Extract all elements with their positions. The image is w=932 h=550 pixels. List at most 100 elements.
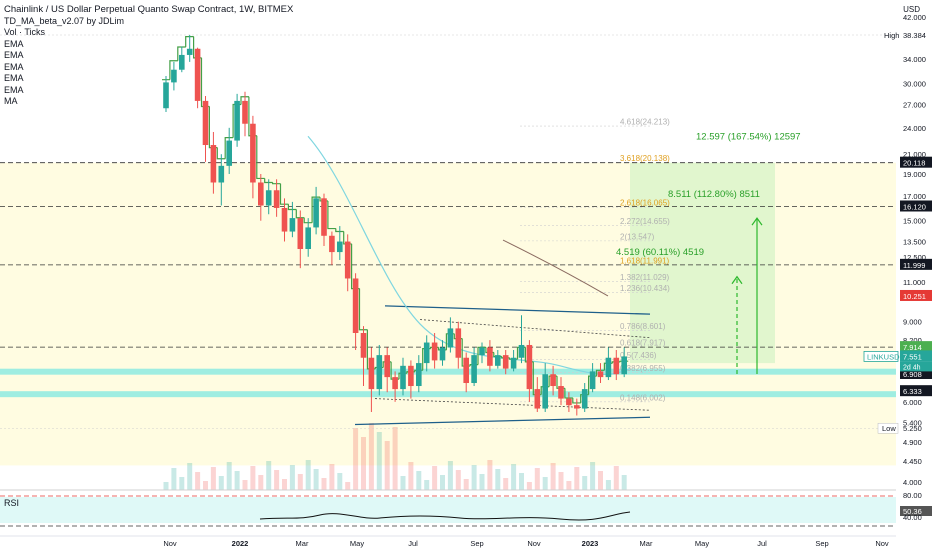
candle-body[interactable] — [250, 123, 256, 183]
candle-body[interactable] — [281, 207, 288, 232]
candle-body[interactable] — [566, 398, 572, 406]
time-axis[interactable]: Nov 2022 Mar May Jul Sep Nov 2023 Mar May Jul Sep No… — [0, 535, 896, 550]
candle-body[interactable] — [510, 357, 517, 369]
candle-body[interactable] — [471, 355, 477, 384]
price-tick-label[interactable]: 19.000 — [903, 170, 926, 179]
time-tick-label[interactable]: 2022 — [232, 539, 249, 548]
candle-body[interactable] — [273, 190, 280, 208]
symbol-label[interactable]: LINKUSD — [867, 352, 900, 361]
candle-body[interactable] — [558, 386, 564, 399]
price-tick-label[interactable]: 30.000 — [903, 80, 926, 89]
candle-body[interactable] — [439, 347, 446, 361]
time-tick-label[interactable]: Mar — [296, 539, 309, 548]
candle-body[interactable] — [526, 344, 533, 390]
indicator-td-ma[interactable]: TD_MA_beta_v2.07 by JDLim — [4, 15, 125, 26]
candle-body[interactable] — [550, 374, 556, 387]
candle-body[interactable] — [337, 241, 343, 253]
price-tick-label[interactable]: 7.551 — [903, 352, 922, 361]
rsi-label[interactable]: RSI — [4, 498, 20, 508]
price-tick-label[interactable]: 20.118 — [903, 159, 925, 168]
price-tick-label[interactable]: 11.000 — [903, 278, 925, 287]
time-tick-label[interactable]: Sep — [470, 539, 483, 548]
candle-body[interactable] — [202, 100, 209, 146]
candle-body[interactable] — [218, 165, 225, 183]
candle-body[interactable] — [384, 355, 390, 378]
price-tick-label[interactable]: 10.251 — [903, 292, 926, 301]
indicator-ema-4[interactable]: EMA — [4, 73, 24, 83]
candle-body[interactable] — [368, 357, 375, 390]
candle-body[interactable] — [186, 48, 193, 55]
candle-body[interactable] — [589, 371, 596, 390]
price-axis[interactable]: 42.000 38.384 34.000 30.000 27.000 24.000 21.0… — [863, 0, 932, 550]
price-tick-label[interactable]: 27.000 — [903, 101, 926, 110]
time-tick-label[interactable]: Mar — [640, 539, 653, 548]
candle-body[interactable] — [518, 344, 525, 358]
candle-body[interactable] — [408, 365, 414, 387]
price-tick-label[interactable]: 12.500 — [903, 253, 926, 262]
candle-body[interactable] — [392, 377, 398, 390]
candle-body[interactable] — [416, 363, 422, 387]
time-tick-label[interactable]: Sep — [815, 539, 828, 548]
candle-body[interactable] — [534, 389, 541, 409]
candle-body[interactable] — [574, 405, 580, 409]
candle-body[interactable] — [613, 357, 620, 375]
candle-body[interactable] — [423, 342, 430, 364]
candle-body[interactable] — [329, 235, 335, 253]
price-tick-label[interactable]: 6.908 — [903, 370, 922, 379]
price-tick-label[interactable]: 38.384 — [903, 31, 926, 40]
price-tick-label[interactable]: 21.000 — [903, 150, 926, 159]
candle-body[interactable] — [258, 182, 264, 206]
time-tick-label[interactable]: 2023 — [582, 539, 599, 548]
price-tick-label[interactable]: 34.000 — [903, 55, 926, 64]
candle-body[interactable] — [344, 241, 351, 279]
candlesticks[interactable] — [163, 34, 627, 416]
candle-body[interactable] — [581, 389, 588, 409]
price-tick-label[interactable]: 13.500 — [903, 238, 926, 247]
price-tick-label[interactable]: 17.000 — [903, 192, 926, 201]
candle-body[interactable] — [242, 100, 248, 124]
candle-body[interactable] — [171, 69, 177, 83]
candle-body[interactable] — [621, 356, 627, 375]
candle-body[interactable] — [305, 227, 311, 250]
price-tick-label[interactable]: 15.000 — [903, 217, 926, 226]
candle-body[interactable] — [179, 54, 185, 70]
candle-body[interactable] — [226, 140, 232, 166]
price-tick-label[interactable]: 9.000 — [903, 318, 922, 327]
indicator-ema-1[interactable]: EMA — [4, 38, 24, 49]
indicator-ema-2[interactable]: EMA — [4, 50, 24, 60]
candle-body[interactable] — [313, 198, 319, 228]
candle-body[interactable] — [605, 357, 612, 378]
candle-body[interactable] — [447, 328, 454, 348]
time-tick-label[interactable]: Jul — [757, 539, 767, 548]
candle-body[interactable] — [597, 371, 604, 378]
price-tick-label[interactable]: 24.000 — [903, 124, 926, 133]
time-tick-label[interactable]: May — [350, 539, 364, 548]
candle-body[interactable] — [400, 365, 406, 390]
price-tick-label[interactable]: 8.200 — [903, 336, 922, 345]
price-tick-label[interactable]: 4.000 — [903, 478, 922, 487]
candle-body[interactable] — [487, 347, 493, 366]
candle-body[interactable] — [542, 374, 548, 409]
time-tick-label[interactable]: Jul — [408, 539, 418, 548]
candle-body[interactable] — [463, 357, 469, 384]
indicator-ema-5[interactable]: EMA — [4, 84, 24, 95]
indicator-volume[interactable]: Vol · Ticks — [4, 27, 46, 37]
price-tick-label[interactable]: 6.000 — [903, 398, 922, 407]
candle-body[interactable] — [210, 145, 217, 183]
indicator-ema-3[interactable]: EMA — [4, 61, 24, 72]
chart-title[interactable]: Chainlink / US Dollar Perpetual Quanto S… — [4, 4, 294, 15]
candle-body[interactable] — [360, 332, 367, 358]
candle-body[interactable] — [265, 190, 272, 206]
candle-body[interactable] — [297, 218, 304, 250]
time-tick-label[interactable]: Nov — [875, 539, 889, 548]
candle-body[interactable] — [163, 82, 169, 109]
candle-body[interactable] — [495, 355, 501, 366]
price-tick-label[interactable]: 4.450 — [903, 457, 922, 466]
time-tick-label[interactable]: May — [695, 539, 709, 548]
candle-body[interactable] — [431, 342, 438, 361]
candle-body[interactable] — [502, 355, 509, 369]
candle-body[interactable] — [234, 100, 240, 141]
price-tick-label[interactable]: 6.333 — [903, 387, 922, 396]
candle-body[interactable] — [455, 328, 462, 358]
